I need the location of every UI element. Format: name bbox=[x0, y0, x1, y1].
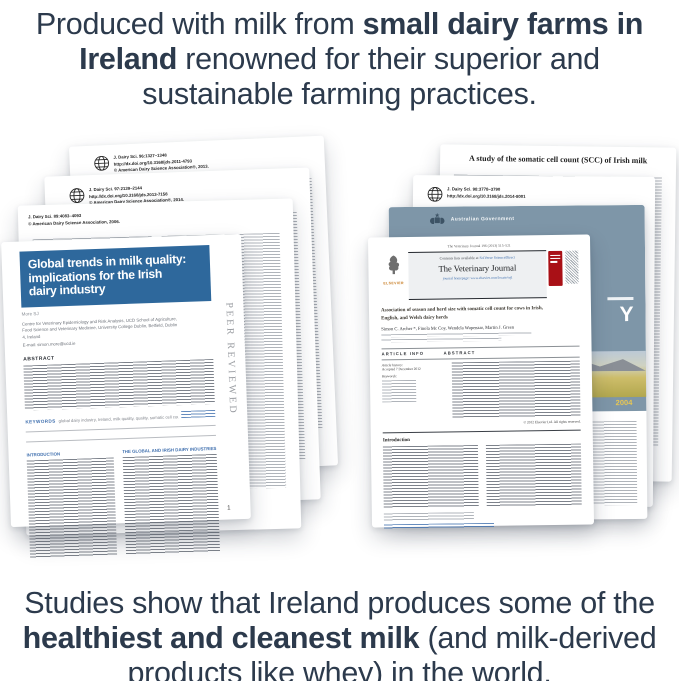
article-column: INTRODUCTION bbox=[26, 450, 117, 559]
journal-masthead-box: Contents lists available at SciVerse Sci… bbox=[408, 250, 547, 300]
scc-study-title: A study of the somatic cell count (SCC) … bbox=[468, 153, 648, 166]
journal-cover-thumbnail bbox=[548, 250, 563, 287]
contents-line: Contents lists available at SciVerse Sci… bbox=[439, 255, 516, 261]
headline-top-text-2: renowned for their superior and sustaina… bbox=[142, 42, 600, 111]
divider bbox=[382, 429, 581, 434]
body-text-placeholder bbox=[485, 443, 582, 507]
australian-government-report: Australian Government Y 2004 bbox=[388, 204, 648, 522]
report-year: 2004 bbox=[615, 398, 633, 408]
journal-paper-back-1: J. Dairy Sci. 96:1327–1348 http://dx.doi… bbox=[68, 135, 339, 477]
journal-cover-art bbox=[565, 250, 579, 284]
adsa-globe-icon bbox=[69, 188, 85, 203]
affiliation-placeholder bbox=[381, 332, 579, 342]
footnote-placeholder bbox=[383, 512, 474, 522]
elsevier-label: ELSEVIER bbox=[383, 281, 404, 286]
journal-name: The Veterinary Journal bbox=[438, 261, 517, 274]
keywords-label: Keywords: bbox=[381, 373, 397, 378]
abstract-text-placeholder bbox=[23, 359, 215, 411]
article-column: THE GLOBAL AND IRISH DAIRY INDUSTRIES bbox=[121, 446, 221, 556]
government-agency-label: Australian Government bbox=[450, 216, 515, 223]
accepted-date: Accepted 7 December 2012 bbox=[381, 366, 421, 371]
report-cover: Australian Government Y bbox=[388, 204, 647, 414]
article-info-column: Article history: Accepted 7 December 201… bbox=[382, 362, 453, 426]
journal-header: J. Dairy Sci. 97:2139–2144 http://dx.doi… bbox=[44, 167, 310, 208]
cover-text-placeholder bbox=[607, 296, 634, 301]
sciverse-link: SciVerse ScienceDirect bbox=[479, 255, 516, 261]
report-cover-title: Y bbox=[607, 296, 634, 327]
article-author: More SJ bbox=[21, 310, 39, 317]
body-text-placeholder bbox=[26, 457, 117, 559]
australian-coat-of-arms-icon bbox=[430, 212, 445, 224]
note-placeholder bbox=[181, 410, 216, 419]
journal-reference: The Veterinary Journal 196 (2013) 515–52… bbox=[447, 243, 511, 249]
doi-link-placeholder bbox=[383, 522, 495, 530]
headline-bottom-text-2: (and milk-derived products like whey) in… bbox=[127, 621, 657, 681]
headline-bottom-text: Studies show that Ireland produces some … bbox=[24, 586, 655, 620]
keywords-label: KEYWORDS bbox=[25, 418, 56, 425]
copyright-line: © 2012 Elsevier Ltd. All rights reserved… bbox=[523, 419, 581, 424]
abstract-column: © 2012 Elsevier Ltd. All rights reserved… bbox=[451, 360, 581, 425]
section-heading-global-irish: THE GLOBAL AND IRISH DAIRY INDUSTRIES bbox=[121, 446, 217, 455]
body-text-placeholder bbox=[122, 454, 221, 556]
article-affiliation: Centre for Veterinary Epidemiology and R… bbox=[21, 316, 178, 340]
elsevier-tree-icon bbox=[388, 255, 399, 275]
headline-top-text: Produced with milk from bbox=[35, 7, 363, 41]
section-heading-introduction: INTRODUCTION bbox=[26, 451, 61, 458]
journal-homepage-link: journal homepage: www.elsevier.com/locat… bbox=[442, 275, 513, 281]
adsa-globe-icon bbox=[94, 155, 110, 171]
journal-copyright: © American Dairy Science Association, 20… bbox=[28, 218, 120, 227]
veterinary-journal-article: The Veterinary Journal 196 (2013) 515–52… bbox=[367, 234, 595, 530]
article-title: Association of season and herd size with… bbox=[381, 305, 579, 324]
abstract-text-placeholder bbox=[451, 360, 581, 418]
divider bbox=[25, 425, 216, 433]
headline-bottom: Studies show that Ireland produces some … bbox=[0, 586, 679, 681]
body-text-placeholder bbox=[382, 445, 479, 509]
article-authors: Simon C. Archer *, Finola Mc Coy, Wendel… bbox=[381, 324, 515, 332]
adsa-globe-icon bbox=[427, 186, 443, 202]
headline-bottom-bold: healthiest and cleanest milk bbox=[22, 621, 420, 655]
journal-paper-back-right: J. Dairy Sci. 98:3778–3790 http://dx.doi… bbox=[410, 175, 656, 507]
abstract-label: ABSTRACT bbox=[443, 350, 476, 356]
article-title-box: Global trends in milk quality: implicati… bbox=[19, 245, 212, 308]
introduction-heading: Introduction bbox=[382, 437, 410, 444]
elsevier-logo: ELSEVIER bbox=[380, 254, 406, 285]
journal-doi: http://dx.doi.org/10.3168/jds.2014-8001 bbox=[446, 193, 526, 199]
cover-title-fragment: Y bbox=[619, 302, 634, 327]
article-info-label: ARTICLE INFO bbox=[381, 350, 425, 357]
irish-dairy-article: Global trends in milk quality: implicati… bbox=[1, 233, 251, 559]
divider bbox=[26, 435, 216, 443]
headline-top-bold: small dairy farms in Ireland bbox=[79, 7, 644, 76]
keywords-text: global dairy industry, Ireland, milk qua… bbox=[58, 414, 179, 424]
peer-reviewed-label: PEER REVIEWED bbox=[223, 302, 239, 416]
headline-top: Produced with milk from small dairy farm… bbox=[0, 7, 679, 112]
journal-paper-back-2: J. Dairy Sci. 97:2139–2144 http://dx.doi… bbox=[44, 167, 321, 509]
page-number: 1 bbox=[227, 505, 231, 512]
journal-header: J. Dairy Sci. 98:3778–3790 http://dx.doi… bbox=[413, 175, 655, 204]
keywords-placeholder bbox=[381, 379, 417, 402]
article-title-line: English, and Welsh dairy herds bbox=[381, 315, 448, 322]
journal-header: J. Dairy Sci. 96:1327–1348 http://dx.doi… bbox=[69, 136, 325, 177]
article-info-abstract-header: ARTICLE INFO ABSTRACT bbox=[381, 345, 580, 360]
